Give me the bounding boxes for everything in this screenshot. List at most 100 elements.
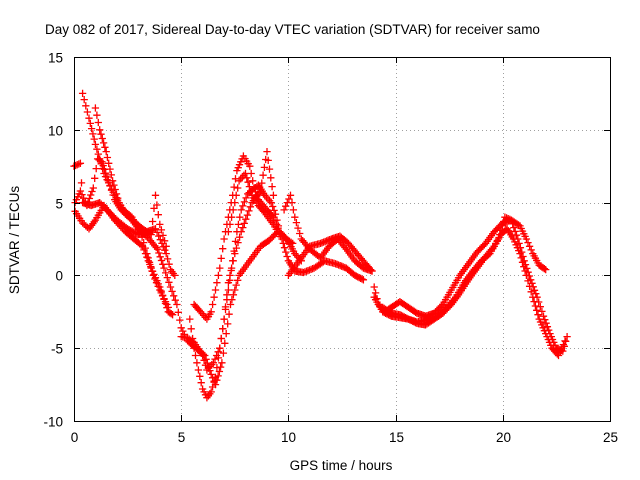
data-point bbox=[559, 347, 567, 355]
data-point bbox=[208, 383, 217, 391]
data-point bbox=[530, 286, 539, 294]
data-point bbox=[512, 241, 520, 249]
data-point bbox=[236, 213, 244, 221]
data-point bbox=[213, 279, 221, 287]
data-point bbox=[233, 228, 241, 236]
x-tick-label: 10 bbox=[281, 430, 296, 445]
data-point bbox=[168, 311, 177, 319]
data-point bbox=[156, 220, 164, 229]
data-point bbox=[210, 378, 218, 386]
data-point bbox=[77, 179, 86, 187]
data-point bbox=[509, 220, 517, 228]
data-point bbox=[147, 263, 155, 271]
data-point bbox=[150, 204, 158, 213]
data-point bbox=[197, 379, 205, 387]
data-point bbox=[201, 391, 210, 399]
axis-ticks: 0 5 10 15 20 25 -10 -5 0 5 10 15 bbox=[43, 51, 618, 446]
data-point bbox=[222, 329, 230, 338]
data-point bbox=[188, 334, 197, 343]
data-point bbox=[220, 235, 228, 243]
data-point bbox=[247, 187, 255, 195]
data-point bbox=[225, 310, 233, 318]
data-point bbox=[201, 361, 210, 369]
data-point bbox=[515, 239, 523, 248]
data-point bbox=[512, 231, 521, 239]
data-point bbox=[291, 213, 299, 221]
y-tick-label: -5 bbox=[51, 342, 63, 357]
data-point bbox=[251, 188, 260, 196]
data-point bbox=[536, 303, 544, 311]
data-point bbox=[269, 202, 277, 211]
data-point bbox=[245, 182, 254, 191]
data-point bbox=[154, 282, 162, 290]
chart-title: Day 082 of 2017, Sidereal Day-to-day VTE… bbox=[45, 22, 540, 37]
data-point bbox=[524, 238, 532, 247]
data-point bbox=[514, 235, 522, 243]
data-point bbox=[235, 233, 244, 241]
data-point bbox=[263, 147, 271, 156]
data-point bbox=[219, 245, 227, 253]
data-point bbox=[243, 174, 251, 182]
data-point bbox=[91, 174, 99, 182]
data-point bbox=[109, 191, 117, 199]
series-track-14 bbox=[379, 213, 571, 355]
data-point bbox=[148, 217, 157, 226]
data-point bbox=[93, 111, 101, 119]
data-point bbox=[111, 185, 119, 194]
data-point bbox=[165, 260, 173, 268]
data-point bbox=[98, 134, 106, 143]
data-point bbox=[542, 265, 550, 274]
data-point bbox=[224, 320, 232, 328]
data-point bbox=[156, 253, 164, 261]
data-point bbox=[173, 300, 181, 309]
data-point bbox=[220, 315, 228, 323]
series-track-12 bbox=[370, 216, 550, 320]
data-point bbox=[264, 156, 272, 165]
x-tick-label: 20 bbox=[496, 430, 511, 445]
data-point bbox=[106, 165, 114, 173]
data-point bbox=[511, 227, 519, 236]
data-point bbox=[540, 265, 549, 273]
data-point bbox=[207, 370, 215, 379]
data-point bbox=[279, 239, 287, 248]
data-point bbox=[371, 289, 380, 297]
data-point bbox=[286, 191, 295, 199]
y-tick-label: -10 bbox=[43, 415, 63, 430]
data-point bbox=[163, 273, 171, 282]
data-point bbox=[370, 283, 378, 291]
data-point bbox=[159, 231, 167, 240]
data-point bbox=[250, 184, 258, 192]
data-point bbox=[154, 211, 162, 219]
data-point bbox=[545, 326, 553, 334]
data-point bbox=[224, 286, 233, 294]
data-point bbox=[193, 359, 201, 367]
data-point bbox=[289, 206, 298, 214]
data-point bbox=[539, 324, 547, 332]
data-point bbox=[270, 206, 278, 215]
data-point bbox=[229, 206, 237, 214]
data-point bbox=[267, 174, 275, 182]
data-point bbox=[92, 164, 100, 173]
data-point bbox=[170, 292, 178, 300]
data-point bbox=[163, 300, 171, 309]
data-point bbox=[166, 283, 175, 291]
data-point bbox=[94, 118, 102, 127]
data-point bbox=[91, 104, 100, 112]
data-point bbox=[528, 279, 536, 287]
data-point bbox=[162, 242, 170, 250]
data-point bbox=[208, 300, 217, 309]
x-tick-label: 0 bbox=[71, 430, 79, 445]
data-point bbox=[232, 281, 240, 289]
data-point bbox=[531, 302, 540, 310]
data-point bbox=[218, 359, 226, 367]
data-point bbox=[156, 236, 164, 244]
data-point bbox=[234, 184, 242, 192]
series-track-11 bbox=[284, 232, 376, 280]
data-point bbox=[235, 161, 244, 169]
data-point bbox=[227, 266, 235, 275]
data-point bbox=[165, 278, 173, 286]
data-point bbox=[79, 194, 88, 202]
data-point bbox=[268, 182, 276, 191]
data-point bbox=[157, 256, 166, 265]
data-point bbox=[533, 293, 541, 301]
